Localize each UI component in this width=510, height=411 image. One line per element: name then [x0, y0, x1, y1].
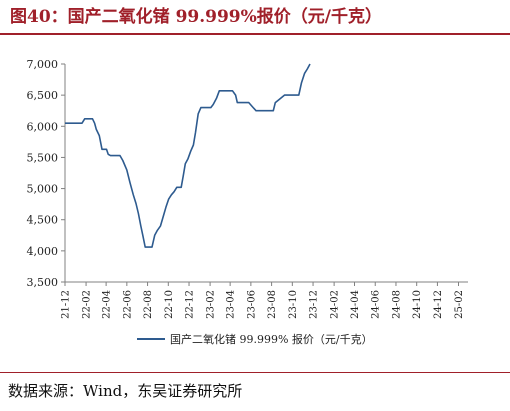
x-tick-label: 22-02 — [82, 290, 93, 319]
x-tick-label: 23-04 — [226, 290, 237, 319]
x-tick-label: 24-02 — [330, 290, 341, 319]
y-tick-label: 5,500 — [27, 151, 59, 164]
title-rule — [0, 33, 510, 35]
y-tick-label: 3,500 — [27, 276, 59, 289]
x-tick-label: 23-12 — [309, 290, 320, 319]
series-layer — [65, 63, 311, 248]
x-tick-label: 22-04 — [102, 290, 113, 319]
x-tick-label: 22-12 — [185, 290, 196, 319]
y-tick-label: 7,000 — [27, 58, 59, 71]
y-tick-label: 5,000 — [27, 183, 59, 196]
series-line — [65, 63, 311, 248]
y-tick-label: 4,500 — [27, 214, 59, 227]
source-note: 数据来源：Wind，东吴证券研究所 — [8, 382, 243, 400]
x-tick-label: 23-06 — [246, 290, 257, 319]
x-tick-label: 22-06 — [122, 290, 133, 319]
y-axis: 3,500 4,000 4,500 5,000 5,500 6,000 6,500 7,000 — [27, 58, 66, 289]
y-tick-label: 6,500 — [27, 89, 59, 102]
chart-title: 图40：国产二氧化锗 99.999%报价（元/千克） — [10, 7, 382, 27]
chart-svg: 3,500 4,000 4,500 5,000 5,500 6,000 6,500 7,000… — [27, 58, 468, 346]
y-tick-label: 6,000 — [27, 120, 59, 133]
x-tick-label: 24-04 — [350, 290, 361, 319]
source-rule — [0, 372, 510, 373]
x-tick-label: 24-06 — [371, 290, 382, 319]
x-tick-label: 24-10 — [412, 290, 423, 319]
x-tick-label: 22-08 — [143, 290, 154, 319]
x-tick-label: 23-08 — [267, 290, 278, 319]
x-tick-label: 23-10 — [288, 290, 299, 319]
x-tick-label: 22-10 — [164, 290, 175, 319]
x-axis: 21-12 22-02 22-04 22-06 22-08 22-10 22-12 23-02… — [61, 281, 468, 319]
x-tick-label: 23-02 — [206, 290, 217, 319]
x-tick-label: 25-02 — [454, 290, 465, 319]
legend-label: 国产二氧化锗 99.999% 报价（元/千克） — [170, 332, 373, 346]
legend: 国产二氧化锗 99.999% 报价（元/千克） — [137, 332, 373, 346]
x-tick-label: 24-12 — [433, 290, 444, 319]
x-tick-label: 21-12 — [61, 290, 72, 319]
y-tick-label: 4,000 — [27, 245, 59, 258]
x-tick-label: 24-08 — [391, 290, 402, 319]
